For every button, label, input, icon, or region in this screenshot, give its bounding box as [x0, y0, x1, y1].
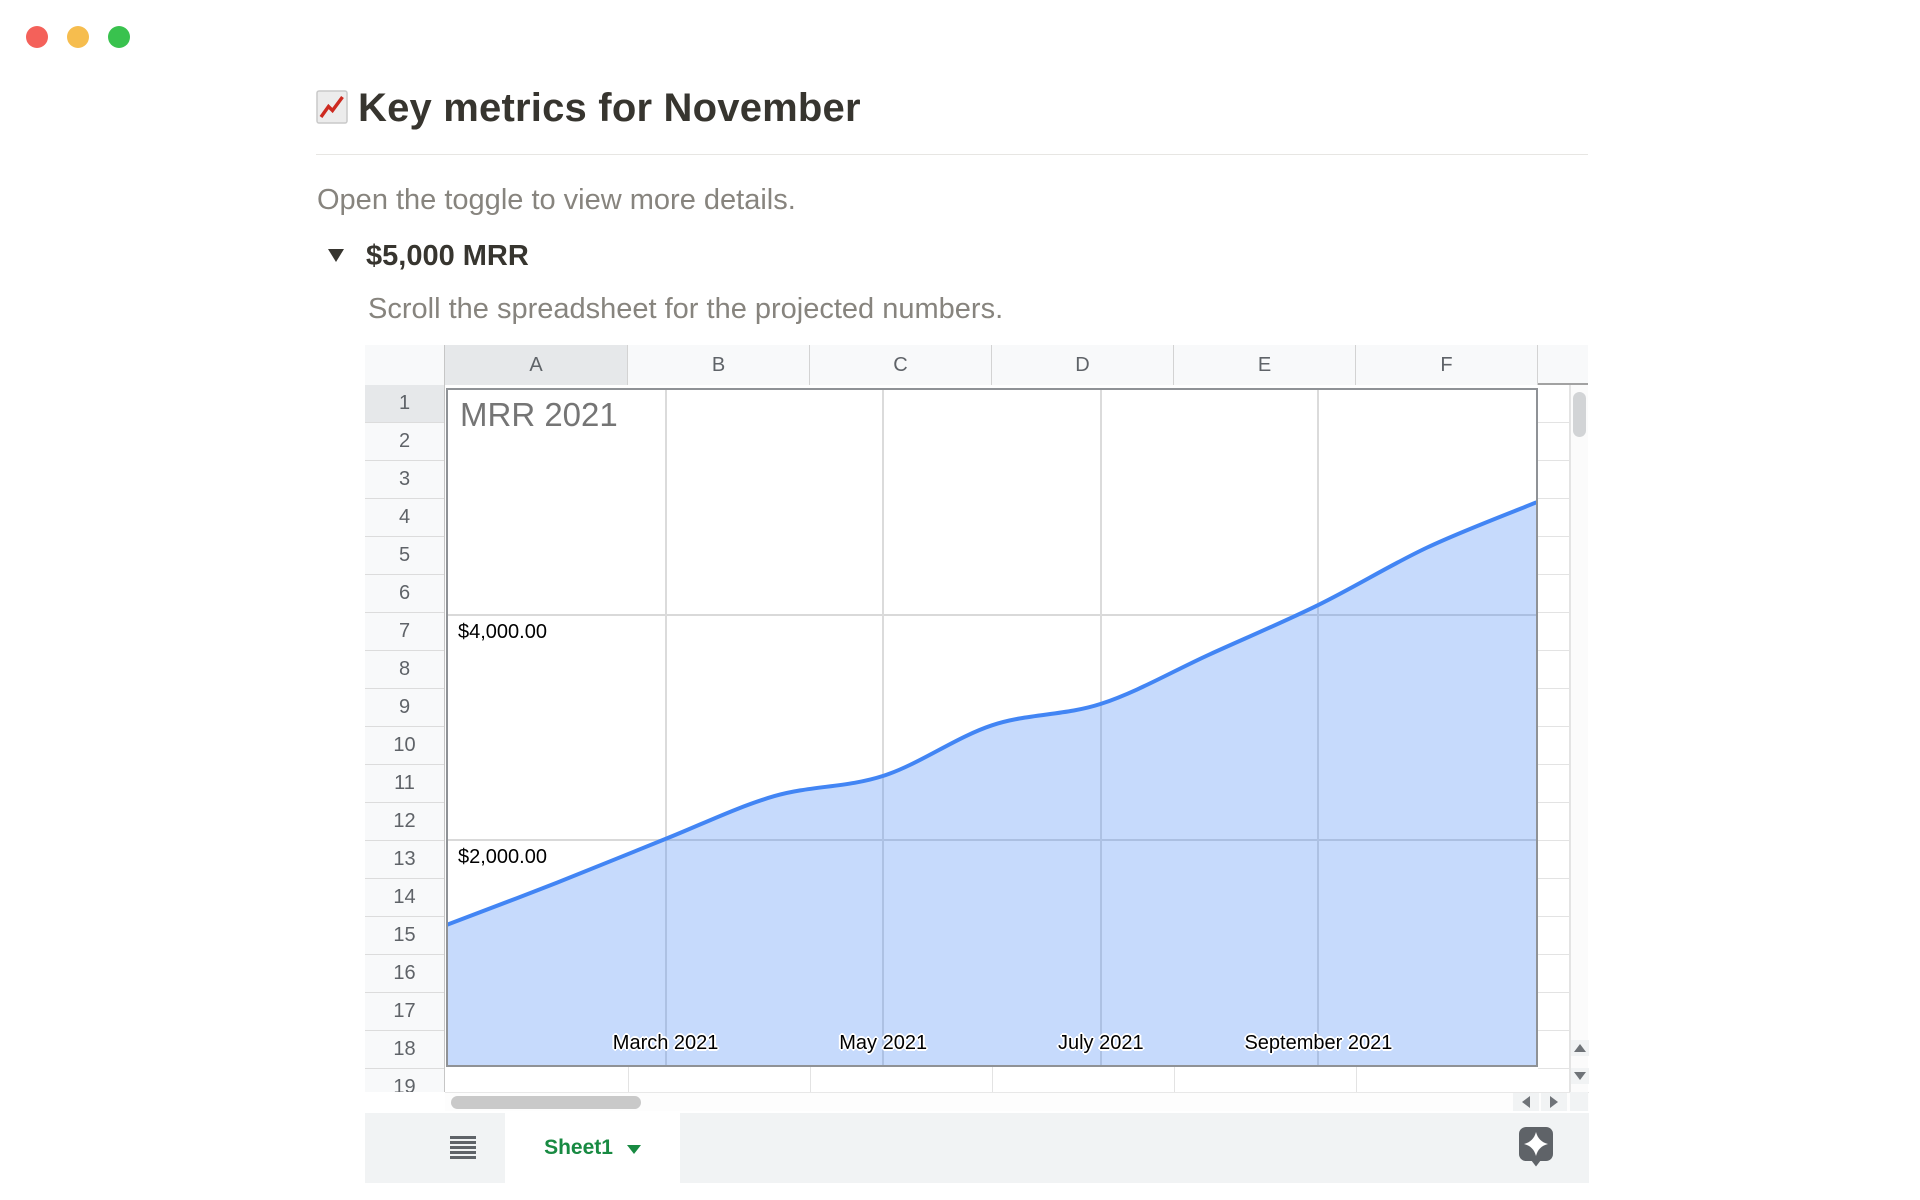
- x-axis-label: May 2021: [839, 1032, 928, 1054]
- page-title: Key metrics for November: [358, 86, 861, 130]
- column-header-A[interactable]: A: [445, 345, 628, 385]
- x-axis-label: March 2021: [612, 1032, 719, 1054]
- y-axis-label: $4,000.00: [458, 621, 547, 643]
- row-header-7[interactable]: 7: [365, 613, 444, 651]
- x-gridline: [882, 390, 885, 1065]
- row-header-9[interactable]: 9: [365, 689, 444, 727]
- cells-below-chart[interactable]: [445, 1067, 1538, 1092]
- toggle-label[interactable]: $5,000 MRR: [366, 240, 529, 272]
- chart-title: MRR 2021: [460, 396, 618, 433]
- cell-gridline: [1174, 1067, 1175, 1092]
- row-header-8[interactable]: 8: [365, 651, 444, 689]
- toggle-body-text: Scroll the spreadsheet for the projected…: [368, 293, 1004, 325]
- explore-button[interactable]: [1519, 1127, 1553, 1167]
- scroll-down-button[interactable]: [1571, 1068, 1589, 1084]
- row-header-1[interactable]: 1: [365, 385, 444, 423]
- cell-gridline: [810, 1067, 811, 1092]
- cell-gridline: [628, 1067, 629, 1092]
- x-gridline: [1317, 390, 1320, 1065]
- row-header-4[interactable]: 4: [365, 499, 444, 537]
- scroll-left-button[interactable]: [1513, 1093, 1539, 1111]
- select-all-corner[interactable]: [365, 345, 445, 385]
- row-header-10[interactable]: 10: [365, 727, 444, 765]
- y-axis-label: $2,000.00: [458, 846, 547, 868]
- row-header-5[interactable]: 5: [365, 537, 444, 575]
- chart-series-area: [448, 500, 1536, 1065]
- vertical-scrollbar-thumb[interactable]: [1573, 392, 1586, 437]
- x-axis-label: July 2021: [1057, 1032, 1144, 1054]
- explore-star-icon: [1519, 1127, 1553, 1167]
- row-header-13[interactable]: 13: [365, 841, 444, 879]
- row-header-17[interactable]: 17: [365, 993, 444, 1031]
- row-header-12[interactable]: 12: [365, 803, 444, 841]
- toggle-arrow-icon[interactable]: [327, 248, 345, 268]
- mrr-area-chart[interactable]: MRR 2021 $2,000.00 $4,000.00 March 2021 May…: [446, 388, 1538, 1067]
- arrow-left-icon: [1522, 1096, 1530, 1108]
- partial-column-cells[interactable]: [1538, 385, 1570, 1092]
- x-gridline: [1099, 390, 1102, 1065]
- chart-increasing-emoji-icon: [316, 88, 348, 130]
- all-sheets-menu-icon[interactable]: [450, 1136, 476, 1159]
- horizontal-scrollbar-thumb[interactable]: [451, 1096, 641, 1109]
- row-header-2[interactable]: 2: [365, 423, 444, 461]
- row-header-19[interactable]: 19: [365, 1069, 444, 1092]
- y-gridline: [448, 839, 1536, 841]
- row-header-3[interactable]: 3: [365, 461, 444, 499]
- cell-gridline: [1356, 1067, 1357, 1092]
- arrow-up-icon: [1574, 1044, 1586, 1052]
- vertical-scrollbar[interactable]: [1570, 385, 1589, 1092]
- scrollbar-corner: [1570, 1092, 1588, 1111]
- sheet-tab-sheet1[interactable]: Sheet1: [505, 1113, 680, 1183]
- column-header-E[interactable]: E: [1174, 345, 1356, 385]
- row-header-16[interactable]: 16: [365, 955, 444, 993]
- row-headers: 1 2 3 4 5 6 7 8 9 10 11 12 13 14 15 16 17 18 19: [365, 385, 445, 1092]
- cell-gridline: [992, 1067, 993, 1092]
- row-header-15[interactable]: 15: [365, 917, 444, 955]
- x-gridline: [664, 390, 667, 1065]
- intro-text: Open the toggle to view more details.: [317, 184, 796, 216]
- sheet-tab-label: Sheet1: [544, 1136, 613, 1159]
- divider: [316, 154, 1588, 155]
- scroll-up-button[interactable]: [1571, 1040, 1589, 1056]
- sheet-tab-caret-icon: [626, 1145, 641, 1154]
- row-header-6[interactable]: 6: [365, 575, 444, 613]
- column-header-D[interactable]: D: [992, 345, 1174, 385]
- window-controls: [26, 26, 130, 48]
- row-header-11[interactable]: 11: [365, 765, 444, 803]
- minimize-button[interactable]: [67, 26, 89, 48]
- y-gridline: [448, 614, 1536, 616]
- arrow-right-icon: [1550, 1096, 1558, 1108]
- column-header-B[interactable]: B: [628, 345, 810, 385]
- column-header-F[interactable]: F: [1356, 345, 1538, 385]
- arrow-down-icon: [1574, 1072, 1586, 1080]
- close-button[interactable]: [26, 26, 48, 48]
- scroll-right-button[interactable]: [1541, 1093, 1567, 1111]
- column-header-C[interactable]: C: [810, 345, 992, 385]
- toggle-block: $5,000 MRR: [327, 240, 529, 273]
- sheet-tabbar: Sheet1: [365, 1113, 1589, 1183]
- page-header: Key metrics for November: [316, 86, 861, 131]
- x-axis-label: September 2021: [1244, 1032, 1393, 1054]
- row-header-14[interactable]: 14: [365, 879, 444, 917]
- horizontal-scrollbar[interactable]: [445, 1092, 1589, 1111]
- zoom-button[interactable]: [108, 26, 130, 48]
- row-header-18[interactable]: 18: [365, 1031, 444, 1069]
